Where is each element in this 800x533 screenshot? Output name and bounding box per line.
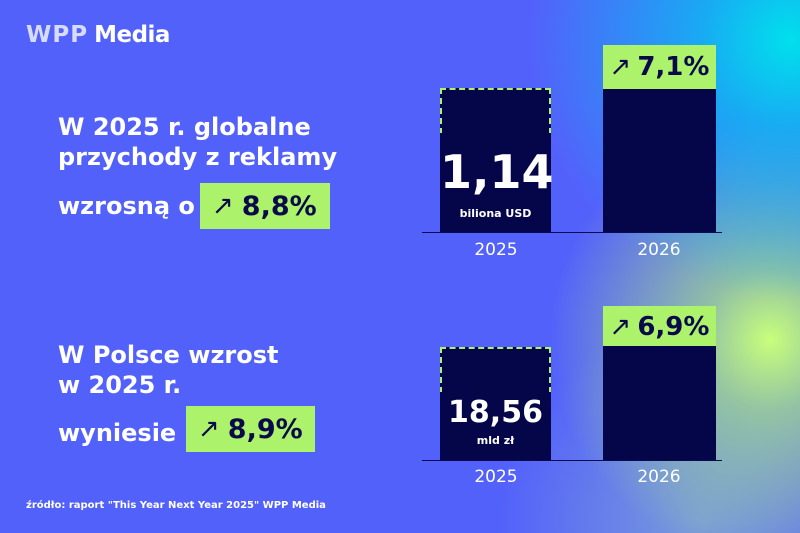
headline-line: wzrosną o (58, 192, 195, 220)
poland-headline: W Polsce wzrost w 2025 r. (58, 340, 279, 400)
bar-2026 (603, 346, 716, 460)
headline-line: przychody z reklamy (58, 143, 338, 171)
wpp-media-logo: WPP Media (26, 22, 170, 48)
arrow-up-right-icon: ↗ (609, 311, 632, 342)
bar-2026-growth: ↗ 6,9% (603, 306, 716, 347)
tick-label: 2026 (637, 467, 681, 487)
tick-label: 2025 (474, 240, 518, 260)
bar-2026-growth: ↗ 7,1% (603, 45, 716, 89)
global-growth-badge: ↗ 8,8% (200, 183, 330, 229)
data-label-value: 18,56 (448, 395, 543, 430)
headline-line: W 2025 r. globalne (58, 113, 311, 141)
growth-label: 7,1% (637, 52, 710, 82)
tick-label: 2026 (637, 240, 681, 260)
growth-value: 8,9% (227, 413, 303, 445)
source-note: źródło: raport "This Year Next Year 2025… (26, 500, 326, 511)
logo-wpp: WPP (26, 22, 89, 48)
global-headline: W 2025 r. globalne przychody z reklamy (58, 112, 337, 172)
headline-line: W Polsce wzrost (58, 341, 279, 369)
headline-line: wyniesie (58, 419, 177, 447)
arrow-up-right-icon: ↗ (198, 414, 220, 444)
poland-growth-badge: ↗ 8,9% (186, 406, 315, 452)
axis-baseline (422, 232, 722, 233)
bar-2025-growth-dashed (440, 88, 551, 134)
data-label-unit: biliona USD (459, 207, 532, 220)
axis-baseline (422, 460, 722, 461)
bar-2025 (440, 392, 551, 460)
logo-media: Media (94, 22, 170, 48)
bar-2026 (603, 89, 716, 232)
arrow-up-right-icon: ↗ (609, 52, 632, 82)
arrow-up-right-icon: ↗ (212, 191, 234, 221)
tick-label: 2025 (474, 467, 518, 487)
data-label-value: 1,14 (440, 145, 554, 199)
headline-line: w 2025 r. (58, 371, 182, 399)
bar-2025-growth-dashed (440, 347, 551, 393)
bar-2025 (440, 133, 551, 232)
growth-label: 6,9% (637, 311, 710, 342)
growth-value: 8,8% (241, 190, 317, 222)
data-label-unit: mld zł (476, 434, 515, 447)
